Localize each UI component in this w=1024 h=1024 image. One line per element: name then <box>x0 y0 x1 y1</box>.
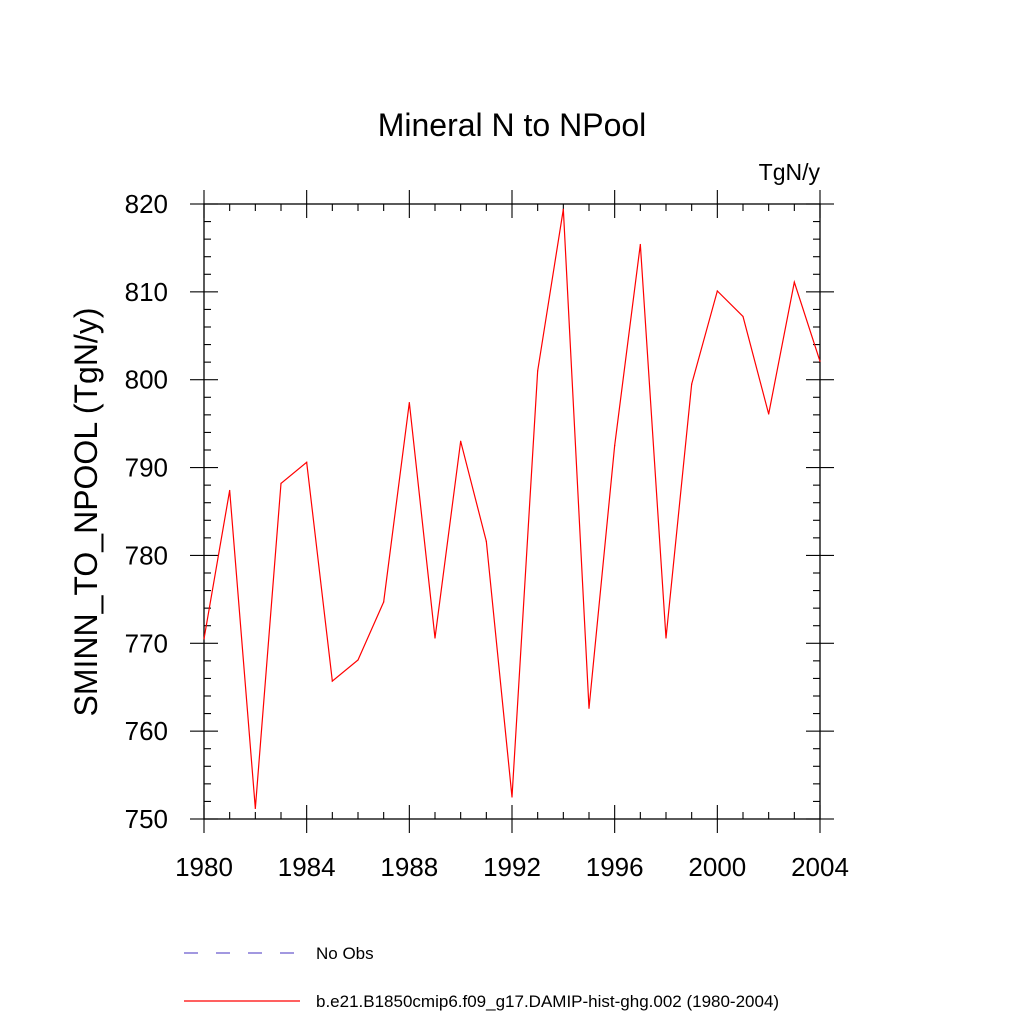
x-tick-label: 1980 <box>175 852 233 882</box>
legend-label-no-obs: No Obs <box>316 944 374 963</box>
data-point <box>408 401 410 404</box>
legend: No Obs b.e21.B1850cmip6.f09_g17.DAMIP-hi… <box>184 944 779 1011</box>
y-tick-label: 750 <box>125 804 168 834</box>
y-tick-label: 820 <box>125 189 168 219</box>
data-point <box>665 637 667 639</box>
data-point <box>562 208 564 210</box>
x-tick-label: 1988 <box>380 852 438 882</box>
data-point <box>434 637 436 639</box>
data-point <box>691 383 693 385</box>
legend-label-model: b.e21.B1850cmip6.f09_g17.DAMIP-hist-ghg.… <box>316 992 779 1011</box>
data-point <box>768 413 770 415</box>
data-point <box>306 461 308 463</box>
y-tick-label: 760 <box>125 716 168 746</box>
data-point <box>357 659 359 661</box>
y-tick-label: 770 <box>125 628 168 658</box>
data-point <box>588 707 590 709</box>
data-point <box>716 290 718 292</box>
data-point <box>331 680 333 682</box>
data-point <box>537 370 539 372</box>
data-point <box>229 489 231 492</box>
chart-title: Mineral N to NPool <box>378 107 647 143</box>
data-point <box>614 445 616 447</box>
data-point <box>280 482 282 484</box>
series-line <box>203 209 821 809</box>
data-point <box>793 281 795 283</box>
data-point <box>485 540 487 542</box>
data-point <box>203 638 205 640</box>
data-point <box>460 440 462 442</box>
y-tick-label: 800 <box>125 365 168 395</box>
data-point <box>819 360 821 362</box>
data-point <box>254 807 256 810</box>
axis-ticks <box>190 190 834 833</box>
x-tick-label: 2000 <box>688 852 746 882</box>
data-point <box>511 796 513 798</box>
data-point <box>383 601 385 603</box>
x-tick-label: 1992 <box>483 852 541 882</box>
x-tick-label: 1996 <box>586 852 644 882</box>
axis-tick-labels: 1980 1984 1988 1992 1996 2000 2004 750 760 770 780… <box>125 189 849 882</box>
x-tick-label: 2004 <box>791 852 849 882</box>
plot-frame <box>203 203 821 820</box>
data-point <box>639 243 641 246</box>
series-layer <box>203 208 821 810</box>
units-label: TgN/y <box>759 159 821 185</box>
y-axis-label: SMINN_TO_NPOOL (TgN/y) <box>68 308 104 717</box>
y-tick-label: 790 <box>125 453 168 483</box>
y-tick-label: 780 <box>125 540 168 570</box>
data-point <box>742 315 744 318</box>
y-tick-label: 810 <box>125 277 168 307</box>
x-tick-label: 1984 <box>278 852 336 882</box>
